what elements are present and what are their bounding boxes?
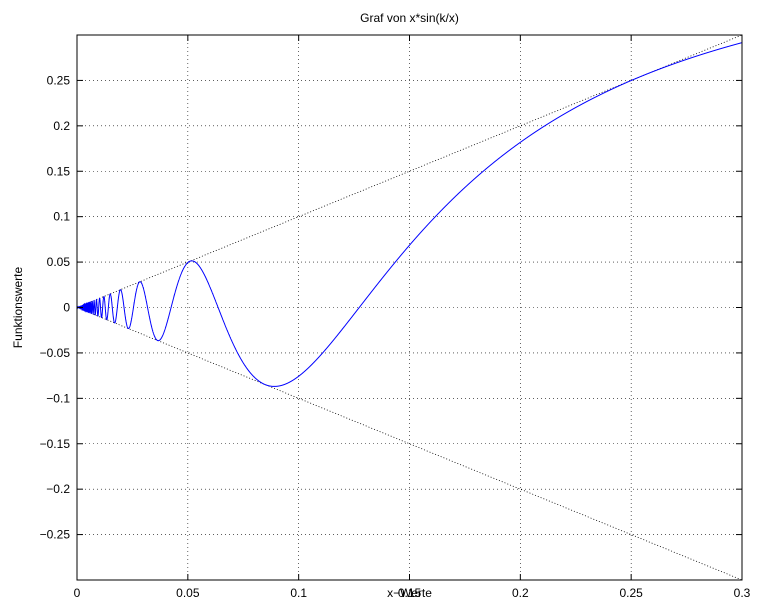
x-tick-label: 0.25 xyxy=(619,586,643,600)
function-curve xyxy=(76,42,743,387)
y-tick-label: 0.1 xyxy=(53,210,70,224)
y-tick-label: −0.2 xyxy=(46,482,70,496)
y-tick-labels: 0.25 0.2 0.15 0.1 0.05 0 −0.05 −0.1 −0.15 −0.2 −0.… xyxy=(40,73,71,541)
y-tick-label: 0.2 xyxy=(53,119,70,133)
y-tick-label: −0.1 xyxy=(46,391,70,405)
y-tick-label: −0.15 xyxy=(40,437,71,451)
y-tick-label: 0.25 xyxy=(47,73,71,87)
function-curve-group xyxy=(76,42,743,387)
x-tick-label: 0.3 xyxy=(734,586,751,600)
tick-marks xyxy=(76,35,743,580)
y-tick-label: 0 xyxy=(63,301,70,315)
y-tick-label: −0.05 xyxy=(40,346,71,360)
y-axis-label: Funktionswerte xyxy=(11,266,25,348)
y-tick-label: −0.25 xyxy=(40,528,71,542)
x-tick-label: 0.05 xyxy=(176,586,200,600)
chart-title: Graf von x*sin(k/x) xyxy=(360,11,459,25)
grid xyxy=(77,35,742,580)
x-tick-labels: 0 0.05 0.1 0.15 0.2 0.25 0.3 xyxy=(74,586,751,600)
y-tick-label: 0.15 xyxy=(47,164,71,178)
x-axis-label: x−Werte xyxy=(387,586,432,600)
x-tick-label: 0 xyxy=(74,586,81,600)
x-tick-label: 0.1 xyxy=(290,586,307,600)
x-tick-label: 0.2 xyxy=(512,586,529,600)
y-tick-label: 0.05 xyxy=(47,255,71,269)
x-tick-label: 0.15 xyxy=(398,586,422,600)
